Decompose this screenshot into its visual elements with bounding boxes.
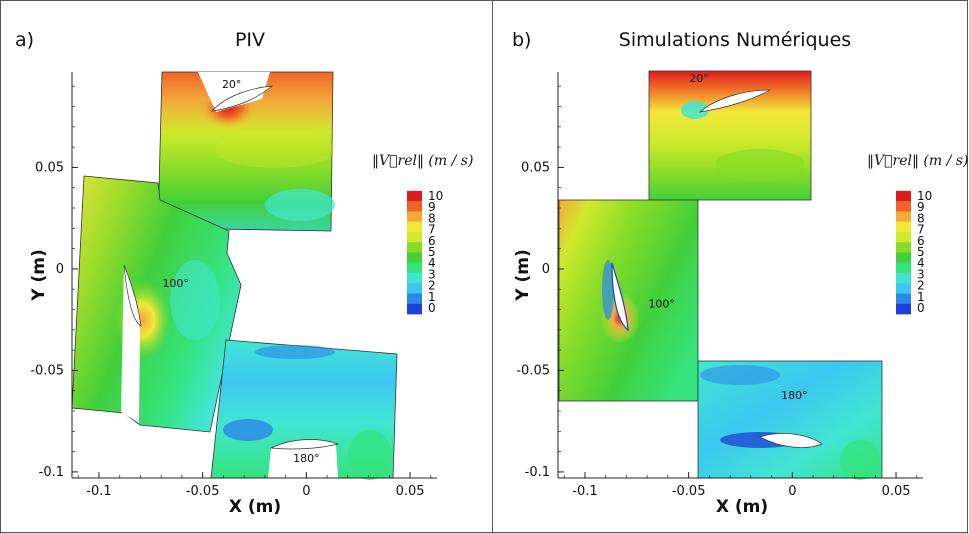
y-tick-label: 0.05 <box>35 160 64 175</box>
panel-title: PIV <box>235 29 265 51</box>
colorbar-band <box>407 293 422 305</box>
colorbar-tick-label: 6 <box>917 234 925 248</box>
panel-title: Simulations Numériques <box>619 29 851 51</box>
colorbar-band <box>896 273 911 284</box>
colorbar-band <box>896 293 911 305</box>
colorbar-tick-label: 8 <box>917 211 925 225</box>
colorbar-band <box>896 221 911 233</box>
colorbar-band <box>896 283 911 294</box>
colorbar-tick-label: 10 <box>917 189 932 203</box>
colorbar-band <box>896 190 911 202</box>
colorbar-tick-label: 9 <box>428 200 436 214</box>
x-tick-label: 0 <box>302 484 310 499</box>
y-tick-label: -0.1 <box>525 465 550 480</box>
colorbar-tick-label: 2 <box>428 279 436 293</box>
colorbar-tick-label: 7 <box>428 223 436 237</box>
colorbar-tick-label: 5 <box>917 245 925 259</box>
angle-annotation: 100° <box>162 277 189 290</box>
colorbar-tick-label: 2 <box>917 279 925 293</box>
colorbar-tick-label: 8 <box>428 211 436 225</box>
colorbar-tick-label: 6 <box>428 234 436 248</box>
field-window-b-100 <box>558 199 699 402</box>
panel-b <box>558 70 883 480</box>
colorbar-band <box>407 242 422 253</box>
colorbar-band <box>896 252 911 264</box>
colorbar-tick-label: 9 <box>917 200 925 214</box>
colorbar-title: ‖V⃗rel‖ (m / s) <box>867 153 968 169</box>
field-window-a-20 <box>157 71 335 232</box>
y-axis-title: Y (m) <box>513 249 533 301</box>
panel-letter: b) <box>512 29 531 51</box>
colorbar-band <box>407 303 422 315</box>
colorbar-tick-label: 3 <box>428 267 436 281</box>
colorbar-band <box>407 231 422 243</box>
field-window-a-100 <box>71 175 242 433</box>
colorbar-tick-label: 1 <box>917 290 925 304</box>
x-tick-label: -0.1 <box>572 484 597 499</box>
colorbar-band <box>896 242 911 253</box>
colorbar-tick-label: 4 <box>428 256 436 270</box>
colorbar-tick-label: 5 <box>428 245 436 259</box>
colorbar-tick-label: 4 <box>917 256 925 270</box>
colorbar-band <box>407 201 422 212</box>
angle-annotation: 180° <box>781 389 808 402</box>
colorbar-tick-label: 1 <box>428 290 436 304</box>
x-tick-label: -0.05 <box>672 484 706 499</box>
colorbar-band <box>407 221 422 233</box>
angle-annotation: 20° <box>689 72 709 85</box>
colorbar-band <box>407 273 422 284</box>
x-tick-label: -0.1 <box>86 484 111 499</box>
colorbar-tick-label: 3 <box>917 267 925 281</box>
colorbar-band <box>896 201 911 212</box>
y-axis-title: Y (m) <box>29 249 49 301</box>
colorbar-band <box>407 190 422 202</box>
colorbar-band <box>407 211 422 222</box>
colorbar-band <box>896 211 911 222</box>
x-axis-title: X (m) <box>716 497 768 517</box>
y-tick-label: -0.05 <box>30 363 64 378</box>
x-tick-label: 0 <box>788 484 796 499</box>
colorbar-title: ‖V⃗rel‖ (m / s) <box>372 153 473 169</box>
colorbar-band <box>896 262 911 274</box>
y-tick-label: -0.1 <box>39 465 64 480</box>
x-axis-title: X (m) <box>229 497 281 517</box>
y-tick-label: 0 <box>542 262 550 277</box>
field-window-b-20 <box>648 70 812 201</box>
colorbar-tick-label: 10 <box>428 189 443 203</box>
y-tick-label: -0.05 <box>516 363 550 378</box>
y-tick-label: 0.05 <box>521 160 550 175</box>
x-tick-label: 0.05 <box>882 484 911 499</box>
colorbar-tick-label: 0 <box>917 301 925 315</box>
x-tick-label: -0.05 <box>186 484 220 499</box>
y-tick-label: 0 <box>56 262 64 277</box>
colorbar-band <box>407 283 422 294</box>
colorbar-band <box>407 252 422 264</box>
panel-letter: a) <box>15 29 34 51</box>
colorbar-band <box>896 303 911 315</box>
colorbar-band <box>407 262 422 274</box>
panel-a <box>71 71 398 480</box>
angle-annotation: 180° <box>293 452 320 465</box>
colorbar-tick-label: 7 <box>917 223 925 237</box>
colorbar-tick-label: 0 <box>428 301 436 315</box>
angle-annotation: 100° <box>648 297 675 310</box>
angle-annotation: 20° <box>222 78 242 91</box>
field-window-a-180 <box>210 339 398 480</box>
colorbar-band <box>896 231 911 243</box>
x-tick-label: 0.05 <box>396 484 425 499</box>
field-window-b-180 <box>697 360 883 480</box>
